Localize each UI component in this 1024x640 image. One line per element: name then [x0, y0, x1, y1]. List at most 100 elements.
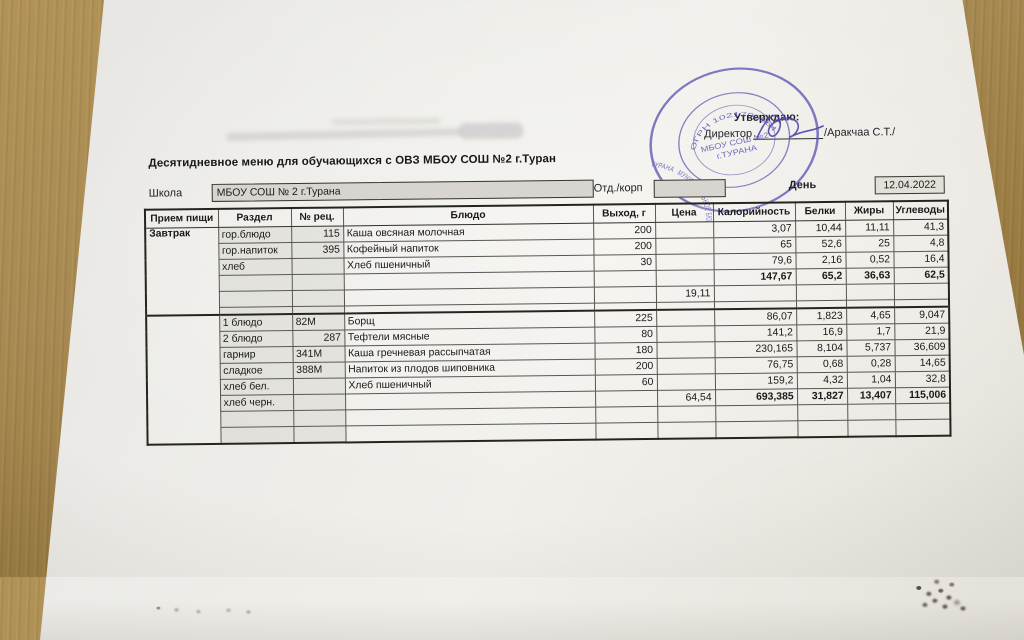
cell-carbs: 36,609: [894, 339, 950, 356]
ghost-smudge: [330, 117, 441, 126]
cell-fat: 4,65: [846, 307, 895, 325]
cell-protein: 4,32: [796, 372, 848, 389]
cell-output-g: 30: [593, 254, 656, 272]
cell-dish: [345, 423, 596, 443]
cell-section: [220, 426, 294, 444]
cell-section: [218, 274, 292, 292]
cell-calories: 159,2: [714, 372, 798, 390]
cell-fat: 36,63: [845, 267, 894, 285]
cell-carbs: [895, 419, 951, 437]
cell-carbs: 41,3: [893, 219, 949, 236]
cell-recipe-no: 388М: [292, 361, 345, 379]
director-name: /Аракчаа С.Т./: [823, 126, 896, 139]
cell-protein: 8,104: [796, 340, 847, 357]
cell-price: [656, 373, 716, 391]
column-header: Прием пищи: [144, 208, 219, 229]
cell-protein: [795, 284, 847, 301]
cell-fat: 0,52: [845, 251, 894, 269]
column-header: Углеводы: [892, 200, 949, 220]
cell-meal: Завтрак: [145, 227, 220, 316]
cell-output-g: 80: [594, 326, 657, 344]
cell-calories: 86,07: [714, 308, 797, 326]
ink-blot: [916, 585, 922, 590]
cell-carbs: 16,4: [893, 251, 949, 268]
cell-fat: 0,28: [846, 355, 895, 373]
cell-recipe-no: [292, 377, 346, 395]
cell-price: [657, 421, 716, 439]
cell-output-g: [593, 286, 657, 304]
cell-recipe-no: [291, 257, 344, 275]
cell-carbs: 4,8: [893, 235, 949, 252]
cell-price: [655, 237, 714, 255]
cell-output-g: [595, 406, 658, 424]
cell-price: [656, 325, 715, 343]
ghost-smudge: [226, 127, 462, 142]
column-header: Выход, г: [592, 203, 656, 224]
column-header: Жиры: [844, 201, 894, 221]
cell-carbs: [895, 403, 951, 420]
cell-carbs: 115,006: [895, 387, 951, 404]
table-body: Завтрак гор.блюдо 115 Каша овсяная молочная…: [145, 219, 951, 445]
cell-recipe-no: 395: [291, 241, 344, 259]
cell-output-g: [593, 270, 656, 288]
cell-output-g: 200: [594, 358, 657, 376]
cell-calories: 76,75: [714, 356, 797, 374]
cell-fat: [845, 283, 895, 301]
cell-protein: 0,68: [796, 356, 847, 373]
cell-price: 64,54: [657, 389, 716, 407]
cell-output-g: 200: [593, 238, 656, 256]
cell-recipe-no: 82М: [292, 313, 345, 331]
cell-protein: [797, 404, 848, 421]
school-label: Школа: [148, 187, 183, 200]
document-content: Утверждаю: Директор /Аракчаа С.Т./ МУНИЦ…: [30, 28, 1024, 617]
cell-section: хлеб: [218, 258, 292, 276]
cell-calories: [713, 284, 797, 302]
ink-blot: [156, 606, 161, 610]
cell-recipe-no: 115: [291, 225, 344, 243]
cell-recipe-no: 341М: [292, 345, 345, 363]
cell-recipe-no: [293, 393, 346, 411]
cell-calories: 693,385: [715, 388, 798, 406]
director-signature-icon: [756, 114, 824, 139]
cell-section: сладкое: [219, 362, 293, 380]
cell-section: [218, 290, 293, 308]
cell-fat: 11,11: [845, 219, 894, 237]
cell-recipe-no: 287: [292, 329, 345, 347]
column-header: Белки: [794, 201, 846, 221]
cell-calories: 79,6: [713, 252, 796, 270]
date-field: 12.04.2022: [874, 175, 945, 195]
cell-carbs: 21,9: [894, 323, 950, 340]
cell-price: [655, 269, 714, 287]
cell-fat: 5,737: [846, 339, 895, 357]
cell-protein: 31,827: [797, 388, 848, 405]
cell-protein: [797, 420, 848, 438]
cell-carbs: 14,65: [894, 355, 950, 372]
cell-calories: [715, 404, 798, 422]
column-header: Раздел: [217, 208, 292, 228]
cell-price: 19,11: [655, 285, 715, 303]
cell-protein: 52,6: [795, 236, 846, 253]
cell-calories: 147,67: [713, 268, 796, 286]
cell-recipe-no: [293, 409, 346, 427]
cell-protein: 65,2: [795, 268, 846, 285]
cell-price: [657, 405, 716, 423]
cell-carbs: 32,8: [894, 371, 950, 388]
cell-price: [656, 341, 715, 359]
cell-calories: 3,07: [713, 220, 796, 238]
cell-calories: 65: [713, 236, 796, 254]
cell-recipe-no: [293, 425, 346, 444]
cell-fat: 1,04: [846, 371, 896, 389]
cell-carbs: [893, 283, 949, 300]
cell-calories: 141,2: [714, 324, 797, 342]
cell-section: хлеб бел.: [219, 378, 294, 396]
cell-section: 1 блюдо: [219, 314, 293, 332]
cell-output-g: 200: [593, 222, 656, 240]
cell-section: гор.напиток: [218, 242, 292, 260]
school-name-field: МБОУ СОШ № 2 г.Турана: [211, 179, 594, 202]
cell-section: хлеб черн.: [220, 394, 294, 412]
cell-protein: 2,16: [795, 252, 846, 269]
cell-meal: [146, 314, 221, 445]
column-header: Калорийность: [712, 202, 796, 222]
cell-section: [220, 410, 294, 428]
cell-price: [656, 357, 715, 375]
